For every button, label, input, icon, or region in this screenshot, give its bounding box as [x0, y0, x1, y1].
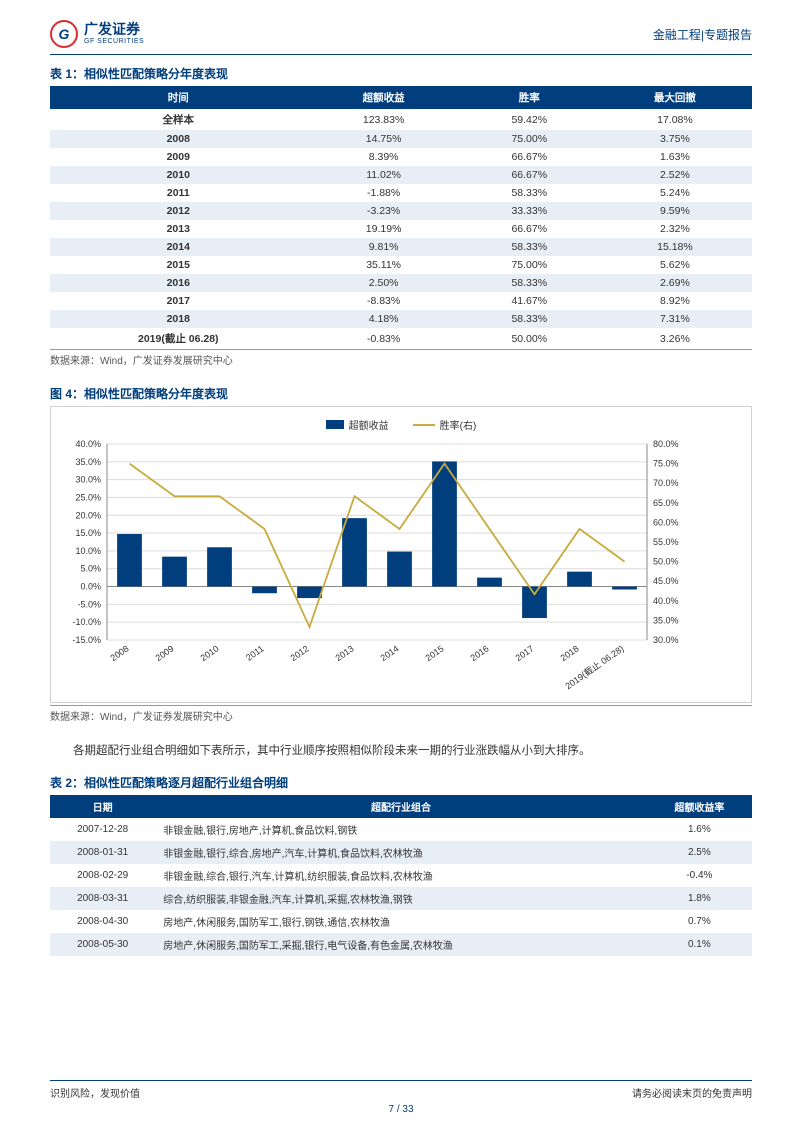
table1-header-cell: 胜率 [461, 86, 598, 109]
logo: G 广发证券 GF SECURITIES [50, 20, 144, 48]
chart-container: 超额收益 胜率(右) -15.0% -10.0% -5.0% 0.0% 5.0% 10.0… [50, 406, 752, 703]
svg-text:2018: 2018 [559, 643, 581, 663]
table-row: 2011-1.88%58.33%5.24% [50, 184, 752, 202]
svg-text:-10.0%: -10.0% [72, 617, 101, 627]
svg-text:20.0%: 20.0% [75, 510, 101, 520]
svg-text:50.0%: 50.0% [653, 557, 679, 567]
table-row: 2008-01-31非银金融,银行,综合,房地产,汽车,计算机,食品饮料,农林牧… [50, 841, 752, 864]
svg-text:35.0%: 35.0% [653, 615, 679, 625]
table2-header-cell: 日期 [50, 795, 155, 818]
svg-text:-15.0%: -15.0% [72, 635, 101, 645]
svg-text:2010: 2010 [199, 643, 221, 663]
svg-text:2012: 2012 [289, 643, 311, 663]
table-row: 2019(截止 06.28)-0.83%50.00%3.26% [50, 328, 752, 349]
svg-text:2015: 2015 [424, 643, 446, 663]
svg-text:10.0%: 10.0% [75, 546, 101, 556]
table-row: 2008-02-29非银金融,综合,银行,汽车,计算机,纺织服装,食品饮料,农林… [50, 864, 752, 887]
svg-text:0.0%: 0.0% [80, 582, 101, 592]
svg-text:2016: 2016 [469, 643, 491, 663]
table-row: 2008-03-31综合,纺织服装,非银金融,汽车,计算机,采掘,农林牧渔,钢铁… [50, 887, 752, 910]
svg-text:30.0%: 30.0% [75, 475, 101, 485]
footer-right: 请务必阅读末页的免责声明 [632, 1085, 752, 1100]
svg-text:30.0%: 30.0% [653, 635, 679, 645]
table1: 时间超额收益胜率最大回撤 全样本123.83%59.42%17.08%20081… [50, 86, 752, 349]
chart-caption: 图 4：相似性匹配策略分年度表现 [50, 385, 752, 402]
svg-text:45.0%: 45.0% [653, 576, 679, 586]
svg-text:2013: 2013 [334, 643, 356, 663]
legend-bar-swatch [326, 420, 344, 429]
table1-header-cell: 时间 [50, 86, 307, 109]
logo-en-text: GF SECURITIES [84, 38, 144, 46]
table2-header-cell: 超额收益率 [647, 795, 752, 818]
table-row: 201011.02%66.67%2.52% [50, 166, 752, 184]
footer-left: 识别风险，发现价值 [50, 1085, 140, 1100]
table-row: 2008-04-30房地产,休闲服务,国防军工,银行,钢铁,通信,农林牧渔0.7… [50, 910, 752, 933]
chart-source: 数据来源：Wind，广发证券发展研究中心 [50, 705, 752, 723]
logo-icon: G [50, 20, 78, 48]
header-category: 金融工程|专题报告 [653, 26, 752, 43]
svg-text:40.0%: 40.0% [653, 596, 679, 606]
svg-text:-5.0%: -5.0% [77, 599, 101, 609]
svg-text:35.0%: 35.0% [75, 457, 101, 467]
svg-text:2017: 2017 [514, 643, 536, 663]
table-row: 201319.19%66.67%2.32% [50, 220, 752, 238]
legend-line-label: 胜率(右) [440, 417, 477, 432]
svg-text:70.0%: 70.0% [653, 478, 679, 488]
svg-text:60.0%: 60.0% [653, 517, 679, 527]
svg-text:80.0%: 80.0% [653, 439, 679, 449]
svg-text:75.0%: 75.0% [653, 459, 679, 469]
svg-text:2008: 2008 [109, 643, 131, 663]
table-row: 2008-05-30房地产,休闲服务,国防军工,采掘,银行,电气设备,有色金属,… [50, 933, 752, 956]
legend-line-swatch [413, 424, 435, 426]
page-header: G 广发证券 GF SECURITIES 金融工程|专题报告 [50, 20, 752, 55]
table-row: 20184.18%58.33%7.31% [50, 310, 752, 328]
chart-svg: -15.0% -10.0% -5.0% 0.0% 5.0% 10.0% 15.0% 20.0%… [57, 436, 697, 696]
table2-caption: 表 2：相似性匹配策略逐月超配行业组合明细 [50, 774, 752, 791]
table2: 日期超配行业组合超额收益率 2007-12-28非银金融,银行,房地产,计算机,… [50, 795, 752, 956]
logo-cn-text: 广发证券 [84, 22, 144, 37]
svg-text:40.0%: 40.0% [75, 439, 101, 449]
footer-page-number: 7 / 33 [50, 1104, 752, 1115]
svg-text:15.0%: 15.0% [75, 528, 101, 538]
chart-legend: 超额收益 胜率(右) [57, 417, 745, 432]
table1-header-cell: 最大回撤 [598, 86, 752, 109]
table2-header-cell: 超配行业组合 [155, 795, 646, 818]
table1-source: 数据来源：Wind，广发证券发展研究中心 [50, 349, 752, 367]
body-paragraph: 各期超配行业组合明细如下表所示，其中行业顺序按照相似阶段未来一期的行业涨跌幅从小… [50, 741, 752, 762]
table-row: 200814.75%75.00%3.75% [50, 130, 752, 148]
table1-header-cell: 超额收益 [307, 86, 461, 109]
svg-text:55.0%: 55.0% [653, 537, 679, 547]
table-row: 20149.81%58.33%15.18% [50, 238, 752, 256]
table-row: 20098.39%66.67%1.63% [50, 148, 752, 166]
page-footer: 识别风险，发现价值 请务必阅读末页的免责声明 7 / 33 [50, 1080, 752, 1115]
table-row: 2012-3.23%33.33%9.59% [50, 202, 752, 220]
table-row: 201535.11%75.00%5.62% [50, 256, 752, 274]
table-row: 2017-8.83%41.67%8.92% [50, 292, 752, 310]
svg-text:5.0%: 5.0% [80, 564, 101, 574]
svg-text:2014: 2014 [379, 643, 401, 663]
legend-bar-label: 超额收益 [349, 417, 389, 432]
table-row: 2007-12-28非银金融,银行,房地产,计算机,食品饮料,钢铁1.6% [50, 818, 752, 841]
table-row: 20162.50%58.33%2.69% [50, 274, 752, 292]
svg-text:65.0%: 65.0% [653, 498, 679, 508]
table1-caption: 表 1：相似性匹配策略分年度表现 [50, 65, 752, 82]
svg-text:2011: 2011 [244, 643, 266, 662]
table-row: 全样本123.83%59.42%17.08% [50, 109, 752, 130]
svg-text:25.0%: 25.0% [75, 492, 101, 502]
svg-text:2009: 2009 [154, 643, 176, 663]
